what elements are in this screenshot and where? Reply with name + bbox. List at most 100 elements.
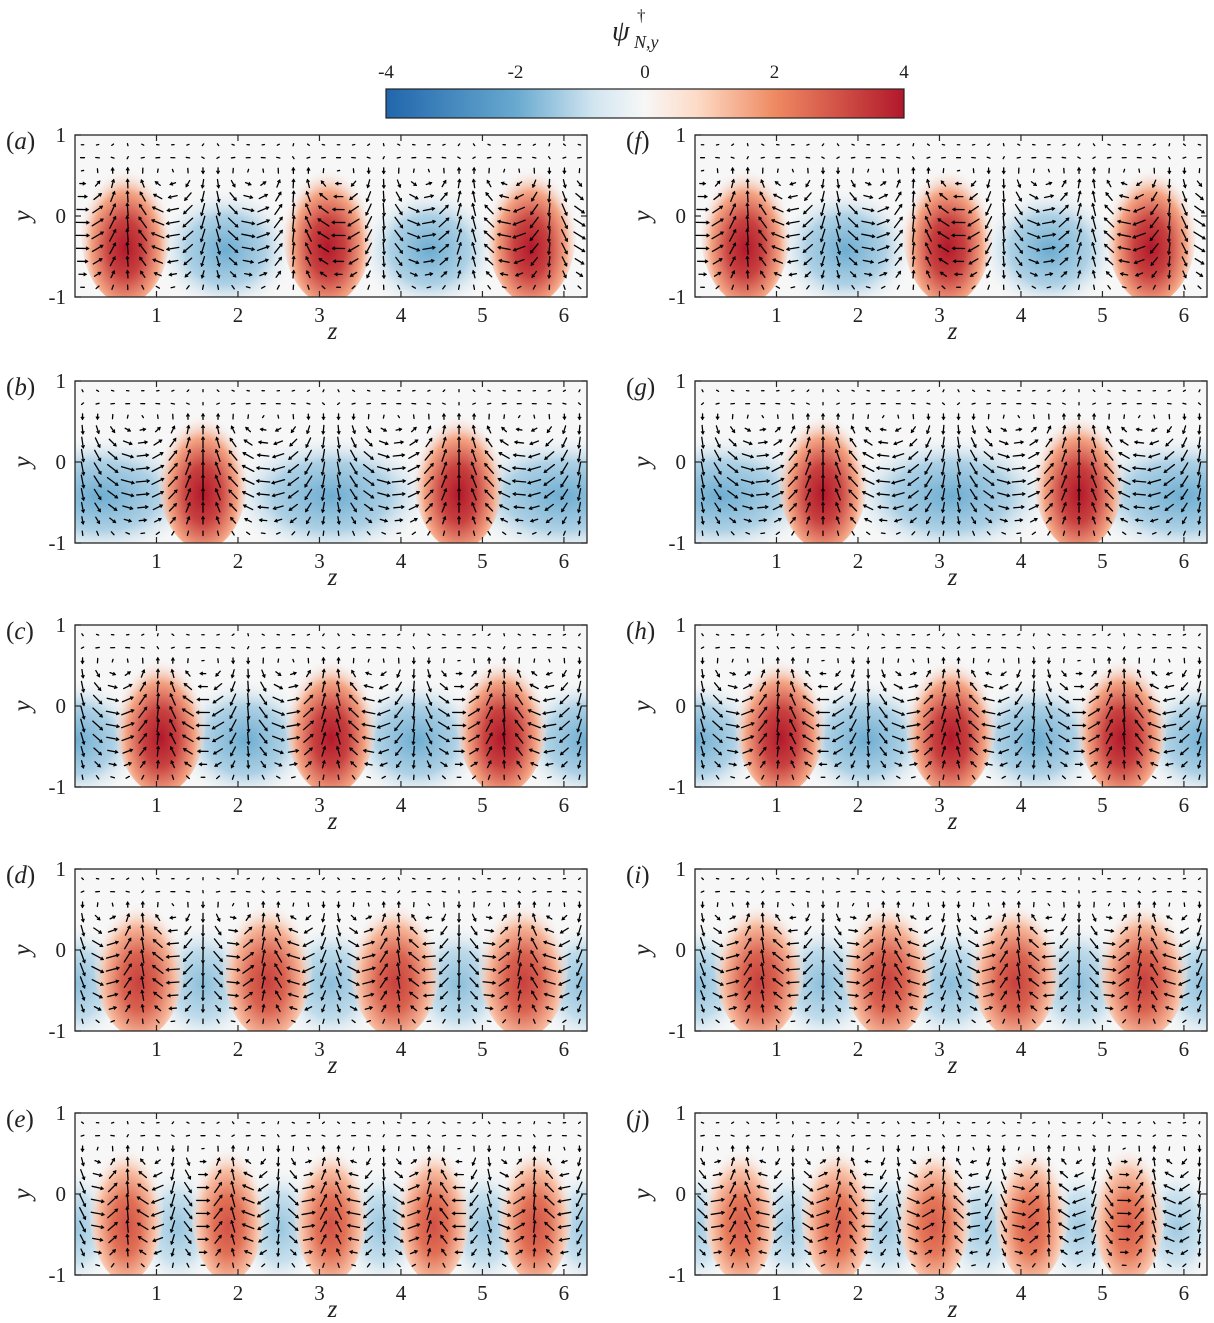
quiver-arrow xyxy=(924,488,933,501)
quiver-arrowhead xyxy=(322,705,327,710)
quiver-arrowhead xyxy=(837,225,842,230)
quiver-arrow xyxy=(543,476,556,486)
quiver-arrowhead xyxy=(368,915,373,920)
quiver-arrow xyxy=(185,913,191,922)
quiver-arrow xyxy=(482,981,496,984)
quiver-arrow xyxy=(272,696,285,703)
quiver-arrow xyxy=(1151,191,1158,202)
quiver-arrow xyxy=(423,463,434,474)
quiver-arrowhead xyxy=(427,764,432,769)
quiver-arrowhead xyxy=(705,207,710,212)
quiver-arrow xyxy=(411,1019,416,1024)
quiver-arrowhead xyxy=(530,262,535,267)
quiver-arrow xyxy=(261,962,266,977)
quiver-arrow xyxy=(363,1182,374,1193)
quiver-arrowhead xyxy=(275,1004,280,1009)
quiver-arrowhead xyxy=(940,471,945,476)
quiver-arrowhead xyxy=(125,1144,130,1149)
quiver-arrowhead xyxy=(521,1196,526,1201)
quiver-arrow xyxy=(215,1004,222,1012)
quiver-arrow xyxy=(156,718,160,733)
quiver-arrow xyxy=(155,285,161,289)
quiver-arrow xyxy=(391,480,406,483)
quiver-arrow xyxy=(925,242,932,255)
quiver-arrowhead xyxy=(577,764,582,769)
quiver-arrow xyxy=(820,228,826,243)
quiver-arrow xyxy=(336,461,341,476)
quiver-arrow xyxy=(256,493,270,496)
quiver-arrowhead xyxy=(305,508,309,513)
quiver-arrow xyxy=(547,531,552,536)
quiver-arrowhead xyxy=(248,272,253,277)
quiver-arrowhead xyxy=(217,931,222,936)
quiver-arrow xyxy=(110,426,116,434)
quiver-arrowhead xyxy=(259,1251,264,1255)
quiver-arrowhead xyxy=(489,1006,494,1011)
quiver-arrow xyxy=(230,425,236,434)
quiver-arrow xyxy=(111,143,115,147)
quiver-arrow xyxy=(576,962,583,976)
quiver-arrow xyxy=(379,762,388,767)
quiver-arrow xyxy=(168,1007,178,1010)
quiver-arrow xyxy=(412,705,416,720)
quiver-arrowhead xyxy=(497,464,502,469)
quiver-arrowhead xyxy=(516,669,521,674)
quiver-arrow xyxy=(321,1121,326,1125)
quiver-arrowhead xyxy=(441,917,446,922)
quiver-arrowhead xyxy=(216,184,221,189)
high-streak xyxy=(191,1135,266,1275)
y-axis-label: y xyxy=(629,210,656,225)
quiver-arrow xyxy=(126,215,129,230)
quiver-arrow xyxy=(865,286,871,289)
quiver-arrow xyxy=(740,466,755,471)
quiver-arrow xyxy=(986,426,992,434)
quiver-arrowhead xyxy=(473,670,477,675)
quiver-arrow xyxy=(228,929,239,932)
quiver-arrow xyxy=(170,681,176,693)
quiver-arrowhead xyxy=(169,746,174,750)
quiver-arrow xyxy=(395,681,402,692)
quiver-arrowhead xyxy=(577,1148,582,1153)
quiver-arrow xyxy=(440,1181,448,1194)
quiver-arrowhead xyxy=(292,1161,296,1166)
quiver-arrow xyxy=(412,633,415,637)
quiver-arrow xyxy=(805,449,811,462)
quiver-arrow xyxy=(96,530,100,536)
quiver-arrow xyxy=(321,1157,326,1167)
quiver-arrowhead xyxy=(130,467,135,472)
quiver-arrowhead xyxy=(953,272,958,277)
quiver-arrow xyxy=(970,180,977,187)
quiver-arrowhead xyxy=(907,494,912,499)
quiver-arrowhead xyxy=(381,1216,387,1221)
quiver-arrow xyxy=(81,530,84,537)
quiver-arrow xyxy=(701,436,704,449)
quiver-arrow xyxy=(126,1233,129,1245)
quiver-arrow xyxy=(473,284,476,291)
quiver-arrow xyxy=(140,179,145,188)
quiver-arrow xyxy=(110,179,115,189)
quiver-arrowhead xyxy=(484,489,489,494)
quiver-arrowhead xyxy=(86,220,90,225)
quiver-arrowhead xyxy=(911,215,916,219)
quiver-arrowhead xyxy=(319,972,324,977)
quiver-arrowhead xyxy=(1183,262,1188,267)
quiver-arrowhead xyxy=(456,436,462,441)
quiver-arrowhead xyxy=(125,1233,130,1238)
quiver-arrow xyxy=(243,439,253,446)
quiver-arrowhead xyxy=(490,928,495,933)
quiver-arrowhead xyxy=(576,946,581,951)
quiver-arrow xyxy=(322,774,325,781)
quiver-arrowhead xyxy=(925,190,930,195)
quiver-arrowhead xyxy=(381,1229,387,1234)
quiver-arrow xyxy=(527,466,542,471)
quiver-arrowhead xyxy=(941,430,946,435)
quiver-arrow xyxy=(726,476,739,486)
quiver-arrowhead xyxy=(257,440,262,445)
quiver-arrow xyxy=(746,190,749,203)
quiver-arrow xyxy=(802,243,814,253)
quiver-arrowhead xyxy=(910,429,915,434)
quiver-arrow xyxy=(847,230,859,241)
quiver-arrowhead xyxy=(777,426,781,431)
quiver-arrow xyxy=(322,877,325,881)
colorbar-tick-label: 0 xyxy=(640,62,650,83)
